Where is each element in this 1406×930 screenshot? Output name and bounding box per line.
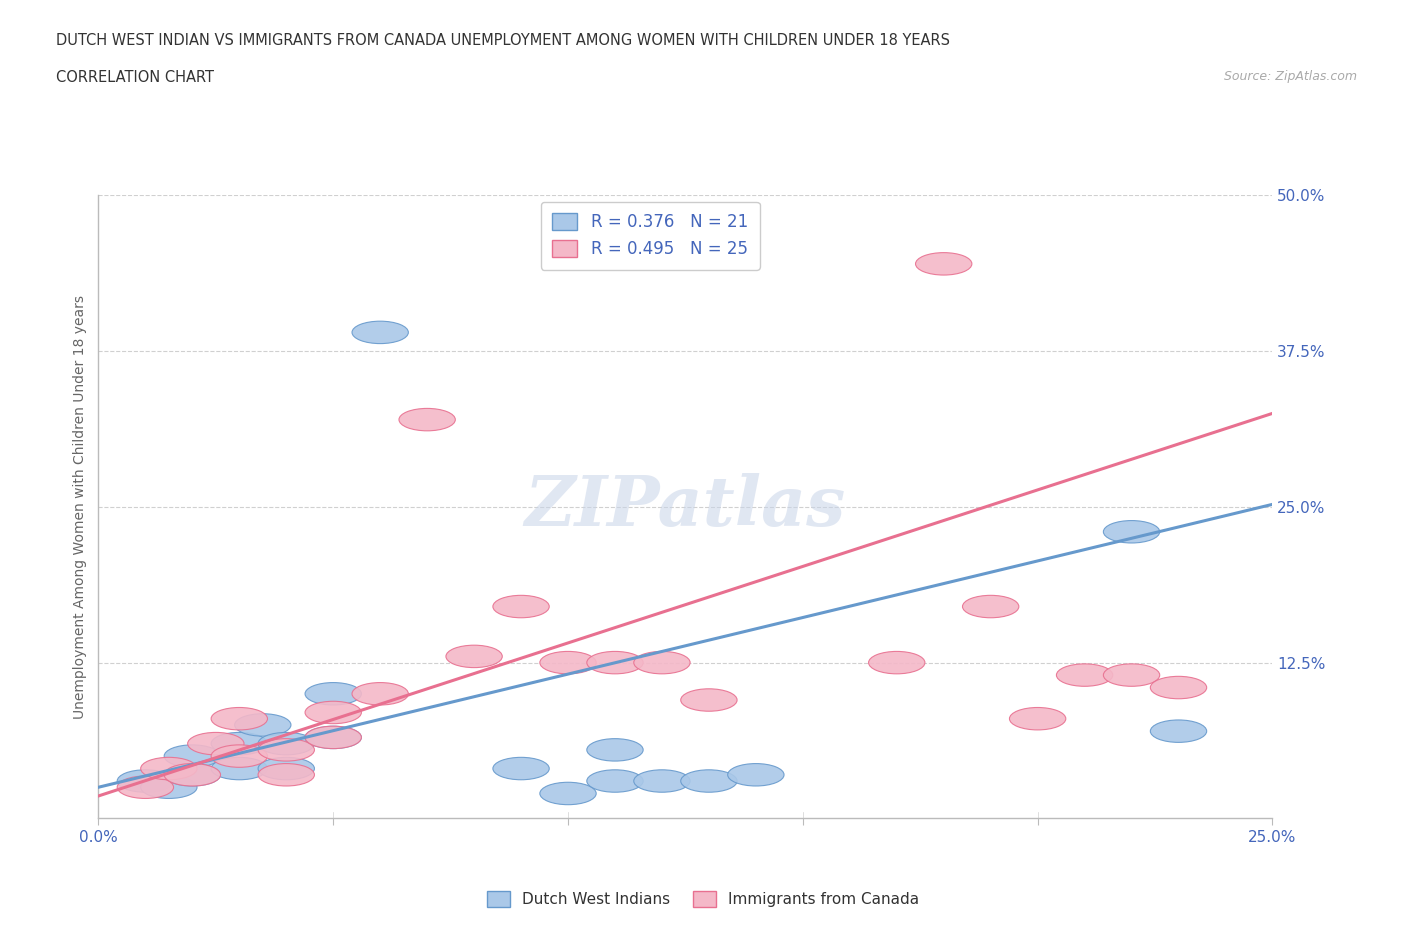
- Text: Source: ZipAtlas.com: Source: ZipAtlas.com: [1223, 70, 1357, 83]
- Ellipse shape: [117, 770, 173, 792]
- Ellipse shape: [165, 764, 221, 786]
- Ellipse shape: [540, 651, 596, 674]
- Ellipse shape: [634, 770, 690, 792]
- Ellipse shape: [305, 726, 361, 749]
- Ellipse shape: [1056, 664, 1112, 686]
- Ellipse shape: [1104, 521, 1160, 543]
- Ellipse shape: [305, 701, 361, 724]
- Y-axis label: Unemployment Among Women with Children Under 18 years: Unemployment Among Women with Children U…: [73, 295, 87, 719]
- Ellipse shape: [634, 651, 690, 674]
- Ellipse shape: [259, 738, 315, 761]
- Ellipse shape: [165, 764, 221, 786]
- Ellipse shape: [540, 782, 596, 804]
- Ellipse shape: [728, 764, 785, 786]
- Ellipse shape: [494, 595, 550, 618]
- Legend: R = 0.376   N = 21, R = 0.495   N = 25: R = 0.376 N = 21, R = 0.495 N = 25: [541, 202, 759, 270]
- Ellipse shape: [165, 745, 221, 767]
- Ellipse shape: [211, 745, 267, 767]
- Legend: Dutch West Indians, Immigrants from Canada: Dutch West Indians, Immigrants from Cana…: [481, 884, 925, 913]
- Ellipse shape: [1150, 720, 1206, 742]
- Ellipse shape: [915, 253, 972, 275]
- Ellipse shape: [117, 776, 173, 799]
- Ellipse shape: [235, 713, 291, 737]
- Ellipse shape: [141, 776, 197, 799]
- Ellipse shape: [259, 733, 315, 755]
- Ellipse shape: [1104, 664, 1160, 686]
- Ellipse shape: [259, 757, 315, 779]
- Ellipse shape: [305, 726, 361, 749]
- Ellipse shape: [1150, 676, 1206, 698]
- Ellipse shape: [187, 733, 245, 755]
- Ellipse shape: [869, 651, 925, 674]
- Ellipse shape: [681, 770, 737, 792]
- Ellipse shape: [446, 645, 502, 668]
- Ellipse shape: [963, 595, 1019, 618]
- Ellipse shape: [586, 651, 643, 674]
- Ellipse shape: [211, 733, 267, 755]
- Ellipse shape: [352, 683, 408, 705]
- Text: DUTCH WEST INDIAN VS IMMIGRANTS FROM CANADA UNEMPLOYMENT AMONG WOMEN WITH CHILDR: DUTCH WEST INDIAN VS IMMIGRANTS FROM CAN…: [56, 33, 950, 47]
- Ellipse shape: [352, 321, 408, 343]
- Ellipse shape: [211, 708, 267, 730]
- Text: ZIPatlas: ZIPatlas: [524, 473, 846, 540]
- Ellipse shape: [211, 757, 267, 779]
- Ellipse shape: [305, 683, 361, 705]
- Text: CORRELATION CHART: CORRELATION CHART: [56, 70, 214, 85]
- Ellipse shape: [259, 764, 315, 786]
- Ellipse shape: [586, 770, 643, 792]
- Ellipse shape: [399, 408, 456, 431]
- Ellipse shape: [1010, 708, 1066, 730]
- Ellipse shape: [681, 689, 737, 711]
- Ellipse shape: [494, 757, 550, 779]
- Ellipse shape: [141, 757, 197, 779]
- Ellipse shape: [586, 738, 643, 761]
